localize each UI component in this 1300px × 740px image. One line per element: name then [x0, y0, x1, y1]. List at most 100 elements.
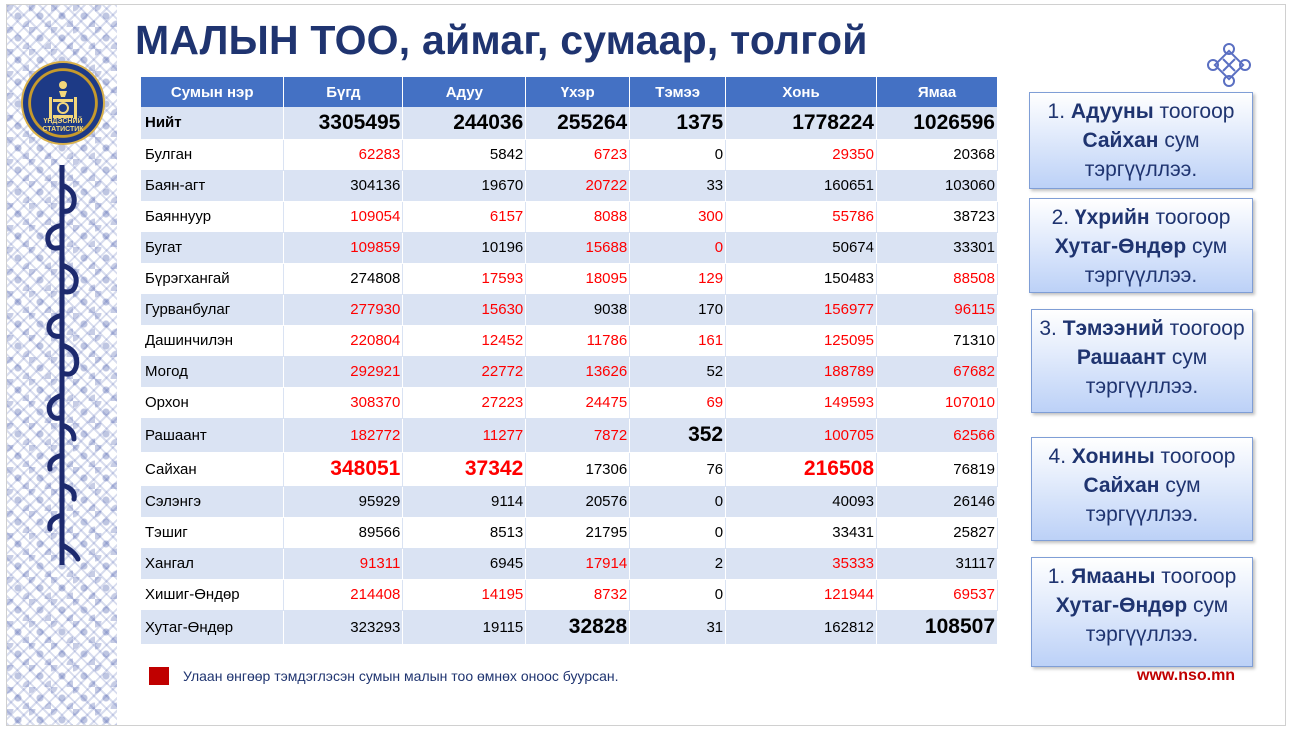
table-cell: 300 — [629, 201, 727, 233]
row-label: Орхон — [141, 387, 285, 419]
table-cell: 170 — [629, 294, 727, 326]
row-label: Баян-агт — [141, 170, 285, 202]
callout-camel: 3. Тэмээний тоогоор Рашаант сум тэргүүлл… — [1031, 309, 1253, 413]
callout-horse: 1. Адууны тоогоор Сайхан сум тэргүүллээ. — [1029, 92, 1253, 189]
table-cell: 25827 — [876, 517, 998, 549]
row-label: Баяннуур — [141, 201, 285, 233]
table-cell: 89566 — [283, 517, 404, 549]
endless-knot-icon — [1207, 43, 1251, 87]
table-cell: 15688 — [525, 232, 631, 264]
table-cell: 8732 — [525, 579, 631, 611]
table-cell: 33 — [629, 170, 727, 202]
table-cell: 100705 — [725, 418, 877, 453]
table-row: Хангал 91311 6945 17914 2 35333 31117 — [141, 548, 998, 580]
table-cell: 20576 — [525, 486, 631, 518]
table-row: Баян-агт 304136 19670 20722 33 160651 103060 — [141, 170, 998, 202]
table-cell: 292921 — [283, 356, 404, 388]
table-cell: 308370 — [283, 387, 404, 419]
table-cell: 11277 — [402, 418, 527, 453]
table-cell: 188789 — [725, 356, 877, 388]
row-label: Хишиг-Өндөр — [141, 579, 285, 611]
table-cell: 109054 — [283, 201, 404, 233]
soyombo-icon — [49, 81, 77, 119]
table-cell: 8513 — [402, 517, 527, 549]
table-cell: 0 — [629, 517, 727, 549]
table-cell: 0 — [629, 579, 727, 611]
table-cell: 156977 — [725, 294, 877, 326]
col-header-cattle: Үхэр — [525, 77, 631, 107]
row-label: Хутаг-Өндөр — [141, 610, 285, 645]
livestock-table: Сумын нэр Бүгд Адуу Үхэр Тэмээ Хонь Ямаа… — [141, 77, 998, 645]
table-cell: 9038 — [525, 294, 631, 326]
callout-cattle: 2. Үхрийн тоогоор Хутаг-Өндөр сум тэргүү… — [1029, 198, 1253, 293]
col-header-name: Сумын нэр — [141, 77, 285, 107]
table-cell: 32828 — [525, 610, 631, 645]
page-title: МАЛЫН ТОО, аймаг, сумаар, толгой — [135, 17, 868, 63]
table-cell: 62566 — [876, 418, 998, 453]
row-label: Могод — [141, 356, 285, 388]
table-row: Могод 292921 22772 13626 52 188789 67682 — [141, 356, 998, 388]
table-cell: 216508 — [725, 452, 877, 487]
callout-sheep: 4. Хонины тоогоор Сайхан сум тэргүүллээ. — [1031, 437, 1253, 541]
row-label: Нийт — [141, 107, 285, 140]
table-cell: 67682 — [876, 356, 998, 388]
table-cell: 31117 — [876, 548, 998, 580]
table-row: Сэлэнгэ 95929 9114 20576 0 40093 26146 — [141, 486, 998, 518]
table-cell: 50674 — [725, 232, 877, 264]
ornament-band: ҮНДЭСНИЙ СТАТИСТИК — [7, 5, 117, 725]
table-cell: 10196 — [402, 232, 527, 264]
col-header-horse: Адуу — [402, 77, 527, 107]
col-header-total: Бүгд — [283, 77, 404, 107]
row-label: Дашинчилэн — [141, 325, 285, 357]
table-cell: 55786 — [725, 201, 877, 233]
table-cell: 52 — [629, 356, 727, 388]
table-cell: 161 — [629, 325, 727, 357]
table-cell: 29350 — [725, 139, 877, 171]
table-row: Рашаант 182772 11277 7872 352 100705 62566 — [141, 418, 998, 453]
row-label: Булган — [141, 139, 285, 171]
col-header-goat: Ямаа — [876, 77, 998, 107]
nso-website-link[interactable]: www.nso.mn — [1137, 667, 1236, 684]
row-label: Бугат — [141, 232, 285, 264]
table-cell: 107010 — [876, 387, 998, 419]
table-cell: 88508 — [876, 263, 998, 295]
mongolian-script-graphic — [45, 165, 81, 565]
table-cell: 125095 — [725, 325, 877, 357]
table-cell: 95929 — [283, 486, 404, 518]
table-row: Орхон 308370 27223 24475 69 149593 107010 — [141, 387, 998, 419]
table-cell: 96115 — [876, 294, 998, 326]
row-label: Хангал — [141, 548, 285, 580]
legend: Улаан өнгөөр тэмдэглэсэн сумын малын тоо… — [149, 667, 619, 685]
table-cell: 21795 — [525, 517, 631, 549]
table-row: Гурванбулаг 277930 15630 9038 170 156977 96115 — [141, 294, 998, 326]
table-cell: 160651 — [725, 170, 877, 202]
table-cell: 37342 — [402, 452, 527, 487]
table-cell: 17306 — [525, 452, 631, 487]
table-cell: 3305495 — [283, 107, 404, 140]
table-cell: 220804 — [283, 325, 404, 357]
table-cell: 277930 — [283, 294, 404, 326]
table-cell: 5842 — [402, 139, 527, 171]
table-cell: 18095 — [525, 263, 631, 295]
table-cell: 33301 — [876, 232, 998, 264]
table-cell: 150483 — [725, 263, 877, 295]
table-cell: 20722 — [525, 170, 631, 202]
table-cell: 0 — [629, 139, 727, 171]
table-cell: 109859 — [283, 232, 404, 264]
table-cell: 103060 — [876, 170, 998, 202]
table-cell: 348051 — [283, 452, 404, 487]
table-cell: 26146 — [876, 486, 998, 518]
table-cell: 19670 — [402, 170, 527, 202]
table-cell: 27223 — [402, 387, 527, 419]
col-header-camel: Тэмээ — [629, 77, 727, 107]
table-total-row: Нийт 3305495 244036 255264 1375 1778224 102659… — [141, 107, 998, 140]
table-cell: 274808 — [283, 263, 404, 295]
table-cell: 38723 — [876, 201, 998, 233]
slide: ҮНДЭСНИЙ СТАТИСТИК МАЛЫН ТОО, аймаг, сум… — [6, 4, 1286, 726]
table-cell: 24475 — [525, 387, 631, 419]
table-cell: 76819 — [876, 452, 998, 487]
table-row: Хутаг-Өндөр 323293 19115 32828 31 162812 10850… — [141, 610, 998, 645]
table-header-row: Сумын нэр Бүгд Адуу Үхэр Тэмээ Хонь Ямаа — [141, 77, 998, 107]
table-cell: 71310 — [876, 325, 998, 357]
table-cell: 40093 — [725, 486, 877, 518]
